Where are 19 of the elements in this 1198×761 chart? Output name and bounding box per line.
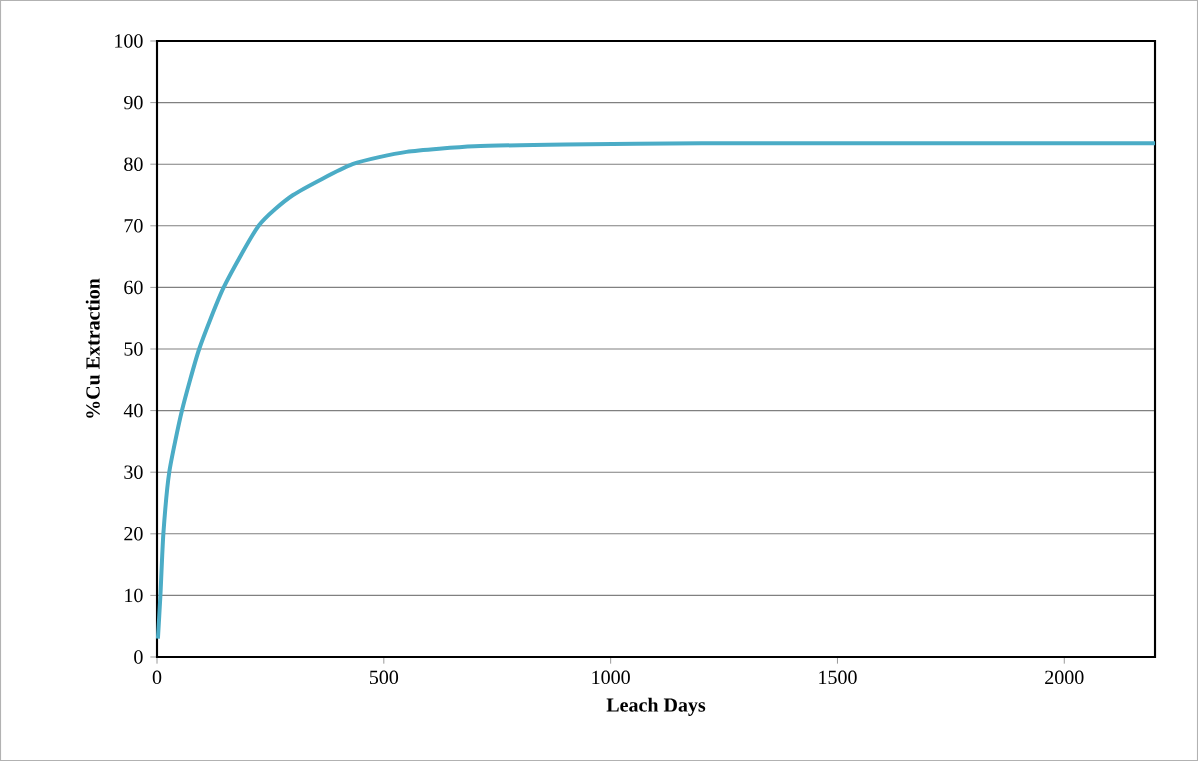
line-series — [155, 141, 1158, 641]
y-tick-label: 20 — [124, 527, 143, 541]
y-tick-label: 30 — [124, 465, 143, 479]
y-tick-label: 100 — [115, 34, 143, 48]
x-tick-label: 2000 — [1045, 670, 1084, 685]
y-tick-label: 40 — [123, 403, 143, 418]
y-tick-label: 10 — [125, 588, 143, 603]
y-axis-title: %Cu Extraction — [85, 278, 100, 418]
y-tick-label: 60 — [124, 280, 143, 295]
y-tick-label: 90 — [124, 95, 143, 110]
y-tick-label: 80 — [124, 157, 143, 171]
x-axis-title: Leach Days — [606, 697, 706, 716]
y-tick-label: 70 — [124, 219, 143, 233]
x-tick-label: 0 — [152, 670, 162, 685]
y-tick-label: 0 — [134, 650, 143, 664]
x-tick-label: 500 — [370, 670, 399, 685]
y-tick-label: 50 — [124, 342, 143, 356]
x-tick-label: 1000 — [592, 670, 630, 685]
x-tick-label: 1500 — [819, 670, 857, 685]
